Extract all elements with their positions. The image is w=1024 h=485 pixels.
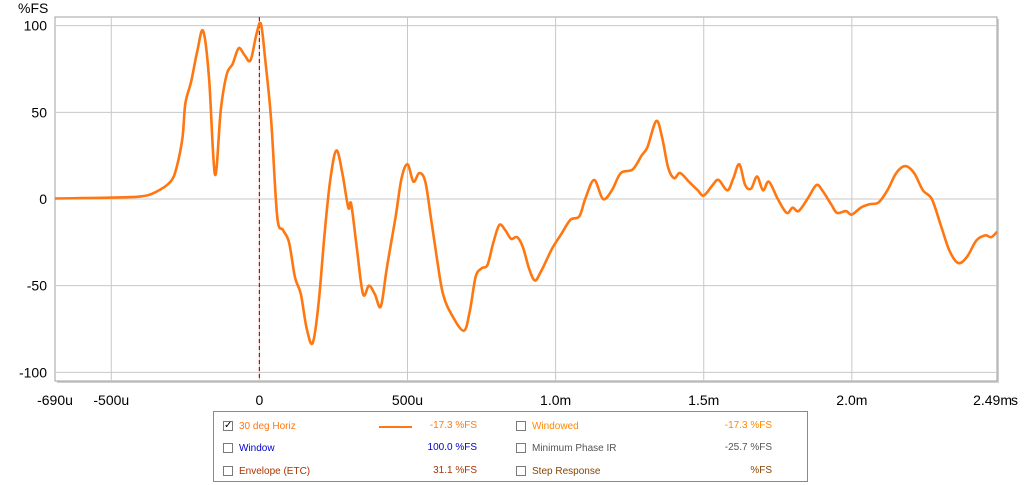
legend-checkbox[interactable] — [516, 443, 526, 453]
legend-panel: ✓ 30 deg Horiz -17.3 %FS Window 100.0 %F… — [213, 411, 808, 482]
x-tick-label: 500u — [392, 392, 423, 408]
legend-value: -17.3 %FS — [429, 420, 477, 431]
legend-label: 30 deg Horiz — [239, 420, 296, 432]
y-tick-label: -50 — [27, 278, 47, 294]
x-tick-label: 2.0m — [836, 392, 867, 408]
legend-label: Step Response — [532, 465, 601, 477]
legend-label: Minimum Phase IR — [532, 442, 617, 454]
x-tick-label: 0 — [255, 392, 263, 408]
x-tick-label: 1.5m — [688, 392, 719, 408]
legend-item-envelope[interactable]: Envelope (ETC) — [223, 461, 310, 481]
x-axis-unit: s — [1011, 392, 1018, 408]
legend-checkbox[interactable] — [223, 443, 233, 453]
x-tick-label: -500u — [93, 392, 129, 408]
legend-label: Windowed — [532, 420, 579, 432]
y-axis-label: %FS — [18, 0, 48, 16]
x-tick-label: 1.0m — [540, 392, 571, 408]
legend-item-window[interactable]: Window — [223, 438, 275, 458]
legend-line-swatch — [379, 426, 412, 428]
impulse-response-chart[interactable]: 100 50 0 -50 -100 %FS -690u -500u 0 500u 1.0m 1.5m 2… — [0, 0, 1024, 410]
legend-value: -17.3 %FS — [724, 420, 772, 431]
legend-item-30-deg-horiz[interactable]: ✓ 30 deg Horiz — [223, 416, 296, 436]
series-line-30-deg-horiz[interactable] — [54, 21, 998, 346]
legend-checkbox[interactable] — [516, 466, 526, 476]
legend-value: 100.0 %FS — [427, 442, 477, 453]
legend-item-windowed[interactable]: Windowed — [516, 416, 579, 436]
x-tick-label: 2.49m — [973, 392, 1012, 408]
legend-item-step-response[interactable]: Step Response — [516, 461, 600, 481]
x-tick-label: -690u — [37, 392, 73, 408]
legend-value: %FS — [750, 465, 772, 476]
y-tick-label: 100 — [24, 18, 48, 34]
legend-label: Window — [239, 442, 275, 454]
legend-value: 31.1 %FS — [433, 465, 477, 476]
legend-label: Envelope (ETC) — [239, 465, 311, 477]
legend-checkbox[interactable]: ✓ — [223, 420, 233, 431]
legend-checkbox[interactable] — [516, 421, 526, 431]
legend-value: -25.7 %FS — [724, 442, 772, 453]
y-tick-label: 0 — [39, 191, 47, 207]
y-tick-label: 50 — [31, 104, 47, 120]
legend-checkbox[interactable] — [223, 466, 233, 476]
y-tick-label: -100 — [19, 364, 47, 380]
legend-item-minimum-phase-ir[interactable]: Minimum Phase IR — [516, 438, 616, 458]
